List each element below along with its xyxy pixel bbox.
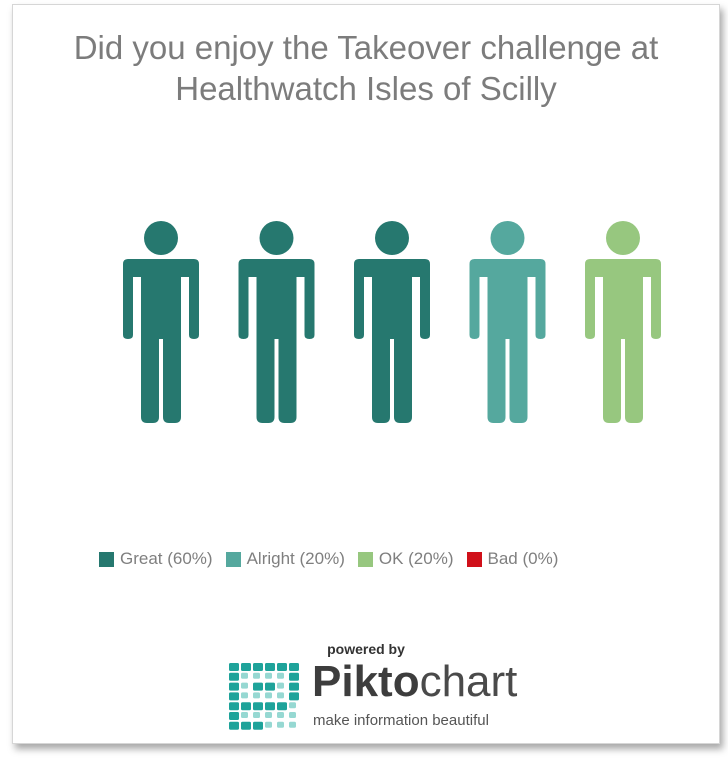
logo-tile [277,692,284,699]
logo-tile [265,721,272,728]
logo-tile [241,721,251,730]
logo-tile [277,702,287,711]
legend-label: Great (60%) [120,549,213,568]
logo-tile [253,672,260,679]
logo-tile [241,692,248,699]
logo-tile [241,702,251,711]
legend-swatch [225,551,241,567]
logo-tile [289,672,299,681]
person-icon [238,221,315,423]
logo-tile [253,721,263,730]
logo-tile [229,712,239,720]
logo-tile [265,712,272,718]
legend-swatch [357,551,373,567]
logo-tile [253,692,260,699]
logo-tile [229,663,239,671]
piktochart-wordmark: Piktochart [312,657,517,707]
logo-tile [229,682,239,691]
logo-tile [265,692,272,699]
person-icon [469,221,546,423]
logo-tile [253,682,263,691]
logo-tile [241,663,251,671]
logo-tile [277,682,284,689]
logo-tile [277,721,284,728]
logo-tile [241,712,248,718]
logo-tile [229,672,239,681]
logo-tile [277,663,287,671]
logo-tile [253,712,260,718]
logo-tile [229,702,239,711]
person-icon [354,221,430,423]
person-icon [585,221,661,423]
logo-tile [289,721,296,728]
logo-tile [241,682,248,689]
legend-label: Bad (0%) [487,549,559,568]
logo-tile [253,702,263,711]
logo-tile [253,663,263,671]
pictograph-figures [123,221,661,423]
powered-by-text: powered by [327,641,405,657]
logo-tile [241,672,248,679]
legend-label: Alright (20%) [246,549,345,568]
logo-tile [289,682,299,691]
logo-tile [265,682,275,691]
legend-swatch [466,551,482,567]
logo-tile [265,672,272,679]
wordmark-light: chart [419,657,518,706]
wordmark-bold: Pikto [312,657,420,706]
logo-tile [289,692,299,701]
legend-item-ok: OK (20%) [357,549,454,569]
piktochart-logo-icon [229,663,299,730]
logo-tile [265,702,275,711]
logo-tile [289,702,296,709]
legend-item-alright: Alright (20%) [225,549,345,569]
logo-tile [277,712,284,718]
logo-tile [289,663,299,671]
person-icon [123,221,199,423]
logo-tile [229,692,239,701]
legend-item-bad: Bad (0%) [466,549,559,569]
chart-title: Did you enjoy the Takeover challenge at … [73,29,659,107]
logo-tile [229,721,239,730]
piktochart-tagline: make information beautiful [313,712,489,729]
logo-tile [289,712,296,718]
logo-tile [277,672,284,679]
logo-tile [265,663,275,671]
legend-item-great: Great (60%) [99,549,213,569]
chart-legend: Great (60%) Alright (20%) OK (20%) Bad (… [99,549,571,569]
infographic-card: Did you enjoy the Takeover challenge at … [12,4,720,744]
legend-swatch [99,551,114,567]
legend-label: OK (20%) [378,549,454,568]
